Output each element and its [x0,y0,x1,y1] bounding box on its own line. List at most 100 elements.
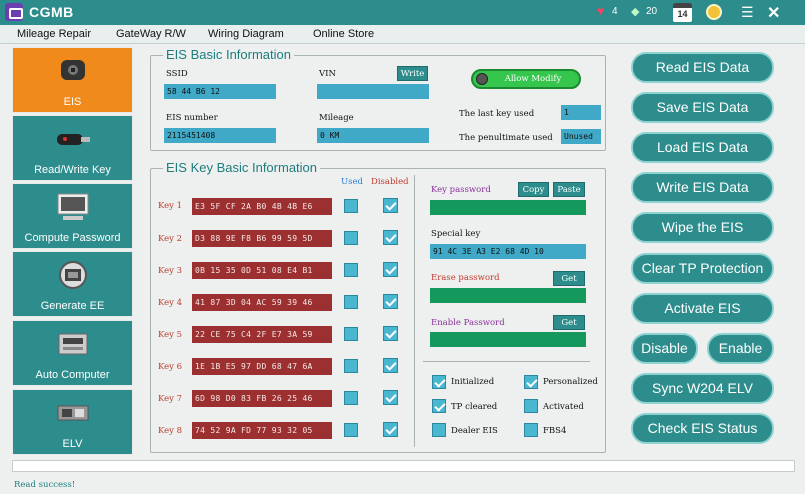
disabled-column-header: Disabled [371,177,409,187]
key-8-disabled-checkbox[interactable] [383,422,398,437]
key-8-used-checkbox[interactable] [344,423,358,437]
copy-button[interactable]: Copy [518,182,549,197]
key-6-value[interactable]: 1E 1B E5 97 DD 68 47 6A [192,358,332,375]
key-4-value[interactable]: 41 87 3D 04 AC 59 39 46 [192,294,332,311]
chip-reader-icon [59,261,87,289]
enable-button[interactable]: Enable [707,333,774,364]
app-title: CGMB [29,4,74,20]
eis-number-label: EIS number [166,113,218,123]
paste-button[interactable]: Paste [553,182,585,197]
disable-button[interactable]: Disable [631,333,698,364]
toggle-knob-icon [476,73,488,85]
key-4-disabled-checkbox[interactable] [383,294,398,309]
penultimate-label: The penultimate used [459,133,553,143]
key-3-used-checkbox[interactable] [344,263,358,277]
key-3-label: Key 3 [158,266,183,276]
check-eis-status-button[interactable]: Check EIS Status [631,413,774,444]
key-5-value[interactable]: 22 CE 75 C4 2F E7 3A 59 [192,326,332,343]
key-6-disabled-checkbox[interactable] [383,358,398,373]
key-7-value[interactable]: 6D 98 D0 83 FB 26 25 46 [192,390,332,407]
medal-icon[interactable] [706,4,722,20]
erase-password-field[interactable] [430,288,586,303]
tp-cleared-checkbox[interactable] [432,399,446,413]
app-logo-icon [5,3,23,21]
ssid-field[interactable]: 58 44 B6 12 [164,84,276,99]
nav-label: Auto Computer [35,369,110,381]
vin-field[interactable] [317,84,429,99]
clear-tp-protection-button[interactable]: Clear TP Protection [631,253,774,284]
allow-modify-label: Allow Modify [504,74,562,84]
key-2-value[interactable]: D3 88 9E F8 B6 99 59 5D [192,230,332,247]
nav-item-read-write-key[interactable]: Read/Write Key [12,115,133,181]
eis-key-info-group: EIS Key Basic Information [150,160,606,453]
nav-label: Generate EE [40,300,105,312]
get-erase-password-button[interactable]: Get [553,271,585,286]
initialized-checkbox[interactable] [432,375,446,389]
menu-bar: Mileage Repair GateWay R/W Wiring Diagra… [0,25,805,44]
key-5-used-checkbox[interactable] [344,327,358,341]
allow-modify-toggle[interactable]: Allow Modify [471,69,581,89]
nav-label: ELV [62,438,83,450]
gem-icon: ◆ [631,6,640,18]
eis-basic-info-title: EIS Basic Information [163,47,294,62]
key-7-disabled-checkbox[interactable] [383,390,398,405]
hamburger-menu-icon[interactable]: ☰ [741,4,754,20]
menu-online-store[interactable]: Online Store [313,28,375,40]
nav-item-eis[interactable]: EIS [12,47,133,113]
smart-key-icon [57,134,90,145]
load-eis-data-button[interactable]: Load EIS Data [631,132,774,163]
key-1-value[interactable]: E3 5F CF 2A B0 4B 4B E6 [192,198,332,215]
eis-basic-info-group: EIS Basic Information [150,47,606,151]
ssid-label: SSID [166,69,188,79]
close-icon[interactable]: ✕ [767,5,781,22]
nav-item-compute-password[interactable]: Compute Password [12,183,133,249]
key-password-field[interactable] [430,200,586,215]
fbs4-label: FBS4 [543,426,567,436]
key-5-disabled-checkbox[interactable] [383,326,398,341]
activated-checkbox[interactable] [524,399,538,413]
menu-wiring-diagram[interactable]: Wiring Diagram [208,28,284,40]
key-6-used-checkbox[interactable] [344,359,358,373]
tp-cleared-label: TP cleared [451,402,498,412]
title-bar: CGMB ♥ 4 ◆ 20 14 ☰ ✕ [0,0,805,25]
calendar-icon[interactable]: 14 [673,3,692,22]
wipe-eis-button[interactable]: Wipe the EIS [631,212,774,243]
mileage-field[interactable]: 0 KM [317,128,429,143]
erase-password-label: Erase password [431,273,500,283]
enable-password-label: Enable Password [431,318,505,328]
dealer-eis-checkbox[interactable] [432,423,446,437]
menu-mileage-repair[interactable]: Mileage Repair [17,28,91,40]
key-4-used-checkbox[interactable] [344,295,358,309]
vin-label: VIN [319,69,336,79]
key-8-value[interactable]: 74 52 9A FD 77 93 32 05 [192,422,332,439]
key-2-used-checkbox[interactable] [344,231,358,245]
special-key-field[interactable]: 91 4C 3E A3 E2 68 4D 10 [430,244,586,259]
write-eis-data-button[interactable]: Write EIS Data [631,172,774,203]
sync-w204-elv-button[interactable]: Sync W204 ELV [631,373,774,404]
write-vin-button[interactable]: Write [397,66,428,81]
calendar-day: 14 [677,9,688,19]
read-eis-data-button[interactable]: Read EIS Data [631,52,774,83]
personalized-checkbox[interactable] [524,375,538,389]
nav-item-generate-ee[interactable]: Generate EE [12,251,133,317]
enable-password-field[interactable] [430,332,586,347]
heart-icon: ♥ [597,4,605,18]
nav-item-elv[interactable]: ELV [12,389,133,455]
key-1-disabled-checkbox[interactable] [383,198,398,213]
nav-label: EIS [63,96,82,108]
get-enable-password-button[interactable]: Get [553,315,585,330]
key-3-value[interactable]: 0B 15 35 0D 51 08 E4 B1 [192,262,332,279]
key-7-used-checkbox[interactable] [344,391,358,405]
key-3-disabled-checkbox[interactable] [383,262,398,277]
eis-number-field[interactable]: 2115451408 [164,128,276,143]
activate-eis-button[interactable]: Activate EIS [631,293,774,324]
key-8-label: Key 8 [158,426,183,436]
key-2-disabled-checkbox[interactable] [383,230,398,245]
save-eis-data-button[interactable]: Save EIS Data [631,92,774,123]
key-1-used-checkbox[interactable] [344,199,358,213]
fbs4-checkbox[interactable] [524,423,538,437]
status-message: Read success! [14,480,76,490]
nav-item-auto-computer[interactable]: Auto Computer [12,320,133,386]
menu-gateway-rw[interactable]: GateWay R/W [116,28,186,40]
personalized-label: Personalized [543,377,598,387]
